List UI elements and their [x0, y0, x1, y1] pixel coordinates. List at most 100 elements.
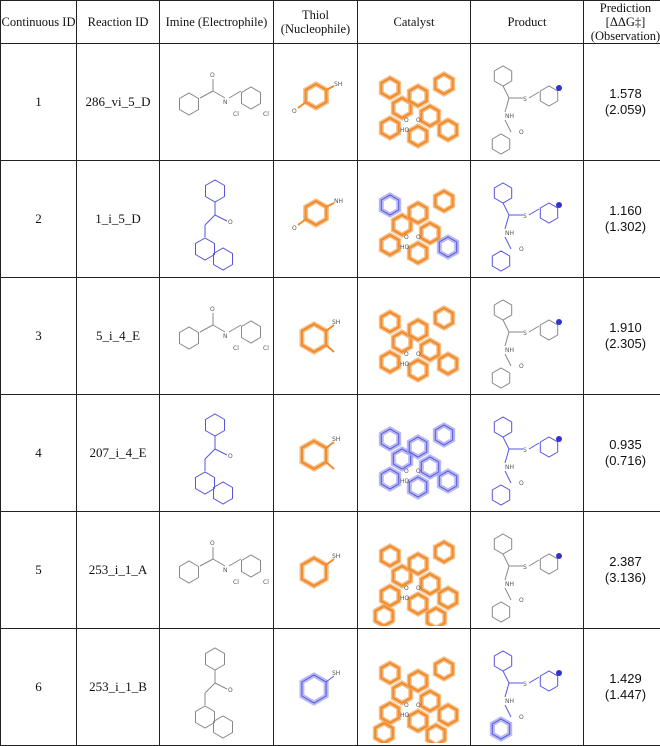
thiol-structure-cell: SH [274, 278, 358, 395]
svg-text:O: O [519, 129, 524, 136]
prediction-cell: 1.160(1.302) [584, 161, 660, 278]
reaction-id-cell: 286_vi_5_D [77, 44, 160, 161]
product-structure-cell: S NH O [471, 629, 584, 746]
svg-text:S: S [523, 564, 527, 571]
svg-text:HO: HO [400, 127, 410, 134]
product-structure: S NH O [475, 631, 579, 743]
svg-text:S: S [523, 681, 527, 688]
svg-text:HO: HO [400, 595, 410, 602]
svg-text:NH: NH [505, 464, 514, 471]
prediction-cell: 0.935(0.716) [584, 395, 660, 512]
reaction-id-cell: 253_i_1_A [77, 512, 160, 629]
thiol-structure-cell: NH O [274, 161, 358, 278]
imine-structure: O [165, 397, 269, 509]
prediction-cell: 1.429(1.447) [584, 629, 660, 746]
svg-text:O: O [416, 468, 421, 475]
observation-value: (1.447) [605, 687, 646, 702]
reaction-id-cell: 5_i_4_E [77, 278, 160, 395]
imine-structure-cell: O [160, 395, 274, 512]
reaction-id-cell: 253_i_1_B [77, 629, 160, 746]
reaction-id-cell: 207_i_4_E [77, 395, 160, 512]
header-continuous-id: Continuous ID [1, 1, 77, 44]
svg-text:Cl: Cl [263, 111, 269, 118]
svg-text:HO: HO [400, 361, 410, 368]
header-catalyst: Catalyst [358, 1, 471, 44]
svg-text:NH: NH [334, 198, 343, 205]
thiol-structure-cell: SH [274, 629, 358, 746]
prediction-value: 2.387 [609, 554, 642, 569]
svg-text:Cl: Cl [233, 579, 239, 586]
observation-value: (0.716) [605, 453, 646, 468]
svg-text:O: O [228, 687, 233, 694]
svg-text:O: O [416, 351, 421, 358]
svg-text:O: O [228, 219, 233, 226]
svg-text:S: S [523, 96, 527, 103]
svg-text:N: N [223, 99, 228, 106]
thiol-structure-cell: SH [274, 395, 358, 512]
prediction-cell: 1.910(2.305) [584, 278, 660, 395]
svg-text:O: O [404, 702, 409, 709]
svg-text:Cl: Cl [263, 345, 269, 352]
svg-text:O: O [292, 225, 297, 232]
continuous-id-cell: 3 [1, 278, 77, 395]
continuous-id-cell: 6 [1, 629, 77, 746]
svg-text:O: O [519, 246, 524, 253]
imine-structure-cell: O [160, 161, 274, 278]
continuous-id-cell: 2 [1, 161, 77, 278]
svg-text:HO: HO [400, 712, 410, 719]
svg-text:HO: HO [400, 244, 410, 251]
prediction-value: 1.578 [609, 86, 642, 101]
svg-text:Cl: Cl [233, 345, 239, 352]
svg-text:O: O [416, 585, 421, 592]
svg-text:O: O [416, 234, 421, 241]
svg-text:O: O [519, 597, 524, 604]
svg-text:O: O [292, 108, 297, 115]
imine-structure: O [165, 163, 269, 275]
svg-text:O: O [210, 540, 215, 547]
prediction-value: 1.160 [609, 203, 642, 218]
header-prediction: Prediction [ΔΔG‡] (Observation) [584, 1, 660, 44]
header-prediction-line2: (Observation) [591, 29, 660, 43]
svg-text:O: O [404, 468, 409, 475]
svg-text:Cl: Cl [263, 579, 269, 586]
continuous-id-cell: 5 [1, 512, 77, 629]
observation-value: (2.305) [605, 336, 646, 351]
svg-text:O: O [519, 714, 524, 721]
svg-text:SH: SH [332, 436, 340, 443]
observation-value: (2.059) [605, 102, 646, 117]
svg-text:NH: NH [505, 698, 514, 705]
prediction-cell: 1.578(2.059) [584, 44, 660, 161]
svg-text:N: N [223, 333, 228, 340]
svg-text:O: O [228, 453, 233, 460]
continuous-id-cell: 1 [1, 44, 77, 161]
svg-text:NH: NH [505, 347, 514, 354]
svg-text:O: O [404, 117, 409, 124]
prediction-value: 0.935 [609, 437, 642, 452]
reaction-id-cell: 1_i_5_D [77, 161, 160, 278]
prediction-cell: 2.387(3.136) [584, 512, 660, 629]
